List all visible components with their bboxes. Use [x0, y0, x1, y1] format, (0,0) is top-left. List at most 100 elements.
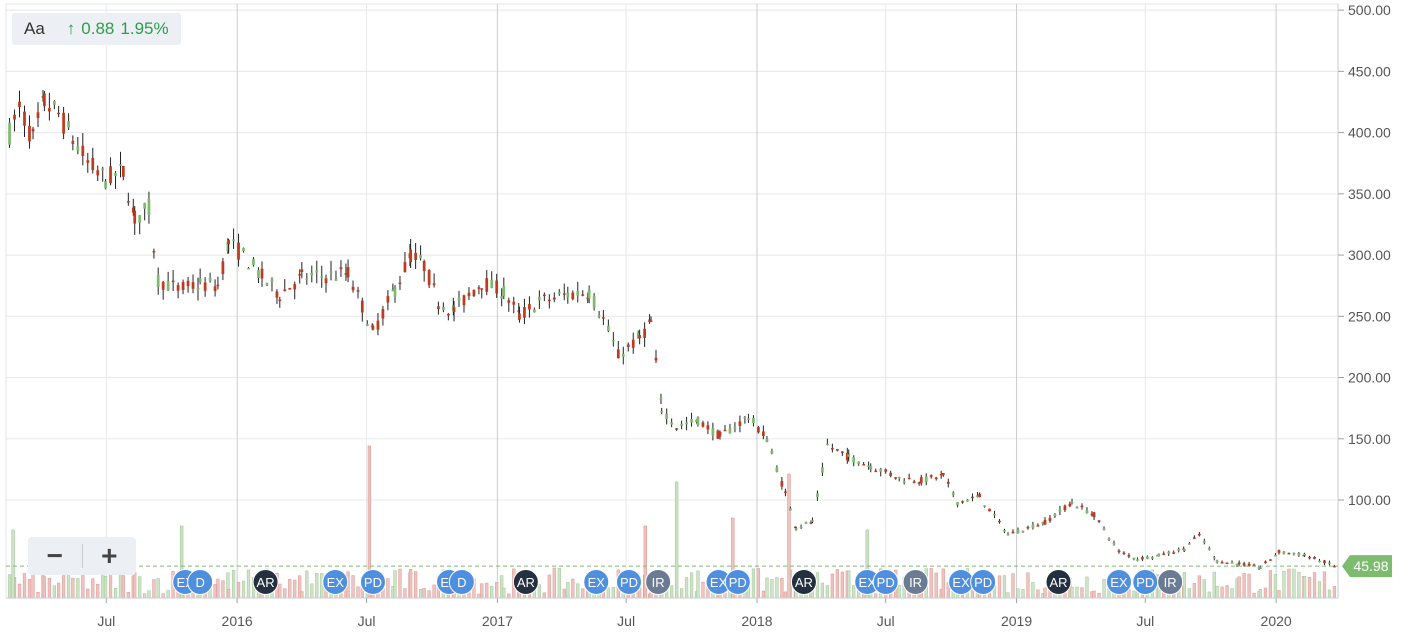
candle-body [566, 292, 570, 298]
candle-body [381, 309, 385, 319]
event-badge-ir[interactable]: IR [1157, 569, 1184, 595]
event-badge-d[interactable]: D [187, 569, 214, 595]
volume-bar [1182, 572, 1187, 599]
volume-spike [11, 529, 15, 599]
event-badge-ir[interactable]: IR [645, 569, 672, 595]
candle-body [334, 279, 338, 281]
candle-body [659, 397, 663, 400]
candle-body [67, 121, 70, 128]
candle-body [1107, 538, 1111, 540]
candle-body [1075, 507, 1079, 509]
candle-body [1031, 524, 1035, 529]
event-badge-ex[interactable]: EX [1105, 569, 1132, 595]
event-badge-ex[interactable]: EX [322, 569, 349, 595]
candle-body [857, 461, 861, 465]
volume-bar [770, 579, 774, 599]
candle-body [43, 93, 46, 107]
candle-body [1197, 533, 1201, 536]
candle-body [419, 255, 422, 259]
candle-body [811, 520, 814, 522]
volume-bar [1252, 592, 1256, 599]
candle-body [208, 277, 212, 281]
candle-body [894, 477, 898, 479]
candle-body [670, 422, 674, 425]
volume-bar [1043, 587, 1047, 599]
event-badge-pd[interactable]: PD [872, 569, 899, 595]
volume-bar [432, 584, 436, 599]
volume-bar [611, 587, 615, 599]
event-badge-label: PD [1136, 575, 1154, 590]
volume-bar [310, 583, 314, 599]
volume-bar [1247, 573, 1251, 599]
candle-body [557, 292, 561, 294]
volume-bar [1307, 577, 1312, 599]
candle-body [196, 288, 200, 290]
event-badge-d[interactable]: D [448, 569, 475, 595]
volume-bar [1242, 573, 1246, 599]
event-badge-ar[interactable]: AR [252, 569, 279, 595]
candle-body [152, 251, 156, 253]
candle-body [1187, 543, 1191, 545]
candle-body [602, 317, 605, 319]
candle-body [835, 449, 839, 451]
event-badge-pd[interactable]: PD [970, 569, 997, 595]
event-badge-pd[interactable]: PD [359, 569, 386, 595]
volume-bar [1327, 589, 1332, 599]
volume-bar [756, 568, 761, 599]
candle-body [52, 101, 56, 105]
candle-body [1230, 562, 1234, 564]
zoom-out-button[interactable]: − [46, 540, 63, 571]
zoom-divider [81, 544, 83, 568]
volume-bar [283, 588, 287, 599]
volume-bar [696, 570, 700, 599]
event-badge-ir[interactable]: IR [902, 569, 929, 595]
candle-body [631, 339, 635, 348]
volume-bar [118, 574, 123, 599]
candle-body [143, 202, 147, 209]
candle-body [512, 301, 516, 305]
event-badge-pd[interactable]: PD [1132, 569, 1159, 595]
font-toggle[interactable]: Aa [24, 19, 45, 38]
candle-body [270, 278, 274, 282]
event-badge-ex[interactable]: EX [705, 569, 732, 595]
x-tick-label: Jul [877, 613, 895, 629]
event-badge-ex[interactable]: EX [583, 569, 610, 595]
volume-bar [47, 577, 51, 599]
volume-bar [1102, 579, 1106, 599]
volume-bar [1263, 587, 1268, 599]
volume-bar [1225, 585, 1229, 599]
event-badge-ar[interactable]: AR [512, 569, 539, 595]
event-badge-pd[interactable]: PD [724, 569, 751, 595]
candle-body [1207, 548, 1211, 550]
volume-bar [1132, 590, 1136, 599]
volume-bar [414, 571, 418, 599]
volume-bar [934, 572, 938, 599]
candle-body [638, 335, 642, 339]
y-tick-label: 250.00 [1348, 308, 1391, 324]
volume-bar [418, 589, 423, 599]
candle-body [1303, 553, 1306, 556]
candle-body [156, 275, 160, 288]
event-badge-pd[interactable]: PD [615, 569, 642, 595]
event-badge-ex[interactable]: EX [854, 569, 881, 595]
zoom-in-button[interactable]: + [101, 540, 118, 571]
volume-bar [783, 591, 788, 599]
candle-body [232, 239, 235, 241]
candle-body [747, 418, 750, 421]
change-value: 0.88 [81, 19, 115, 38]
event-badge-ex[interactable]: EX [948, 569, 975, 595]
candle-body [784, 491, 787, 493]
candle-body [18, 101, 21, 108]
volume-bar [386, 578, 390, 599]
event-badge-ar[interactable]: AR [1045, 569, 1072, 595]
event-badge-ar[interactable]: AR [790, 569, 817, 595]
candle-body [452, 307, 456, 312]
volume-bar [820, 582, 825, 599]
candle-body [1097, 520, 1101, 522]
candle-body [998, 520, 1001, 523]
candle-body [1146, 556, 1149, 559]
volume-bar [1287, 568, 1291, 599]
y-tick-label: 450.00 [1348, 63, 1391, 79]
